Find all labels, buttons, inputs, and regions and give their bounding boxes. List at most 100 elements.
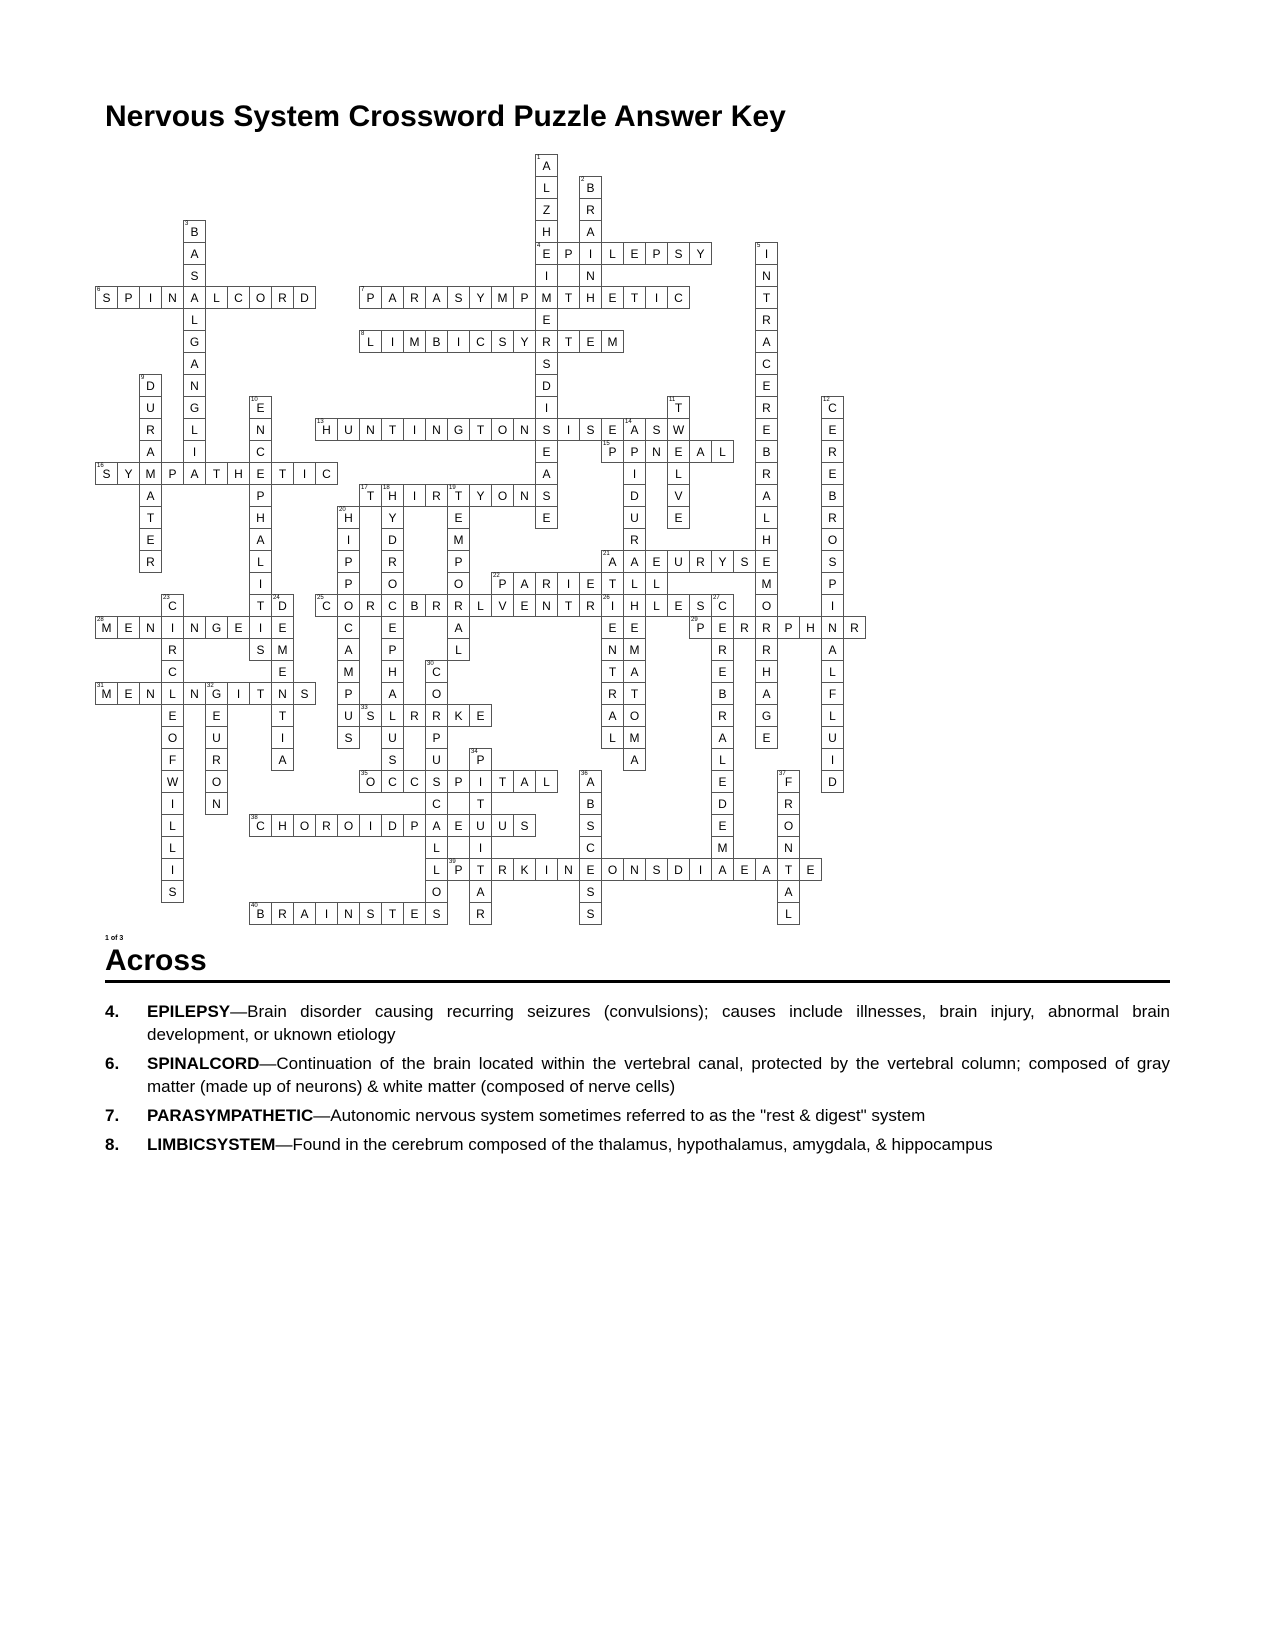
crossword-cell: U xyxy=(624,507,646,529)
cell-letter: A xyxy=(278,753,286,767)
cell-letter: C xyxy=(322,467,331,481)
crossword-cell: E xyxy=(140,529,162,551)
cell-number: 4 xyxy=(537,243,540,249)
crossword-cell: R xyxy=(734,617,756,639)
cell-letter: H xyxy=(806,621,815,635)
cell-letter: H xyxy=(256,511,265,525)
cell-letter: A xyxy=(344,643,352,657)
cell-letter: A xyxy=(696,445,704,459)
cell-letter: S xyxy=(432,907,440,921)
crossword-cell: 31M xyxy=(96,683,118,705)
crossword-cell: 9D xyxy=(140,375,162,397)
cell-letter: L xyxy=(191,313,198,327)
crossword-cell: P xyxy=(426,727,448,749)
crossword-cell: 39P xyxy=(448,859,470,881)
cell-letter: I xyxy=(479,841,482,855)
crossword-cell: E xyxy=(756,419,778,441)
crossword-cell: N xyxy=(272,683,294,705)
crossword-cell: L xyxy=(162,683,184,705)
cell-letter: N xyxy=(146,621,155,635)
cell-letter: S xyxy=(366,907,374,921)
crossword-cell: I xyxy=(448,331,470,353)
cell-number: 3 xyxy=(185,221,188,227)
cell-letter: A xyxy=(146,489,154,503)
crossword-cell: E xyxy=(822,419,844,441)
cell-letter: R xyxy=(762,643,771,657)
cell-letter: S xyxy=(190,269,198,283)
crossword-cell: O xyxy=(624,705,646,727)
crossword-cell: E xyxy=(470,705,492,727)
crossword-cell: Y xyxy=(382,507,404,529)
cell-letter: N xyxy=(190,687,199,701)
cell-letter: A xyxy=(190,247,198,261)
cell-letter: R xyxy=(630,533,639,547)
crossword-cell: I xyxy=(536,397,558,419)
crossword-cell: 28M xyxy=(96,617,118,639)
crossword-cell: 30C xyxy=(426,661,448,683)
cell-letter: T xyxy=(389,423,396,437)
cell-letter: E xyxy=(718,665,726,679)
cell-letter: Z xyxy=(543,203,550,217)
cell-letter: I xyxy=(567,423,570,437)
crossword-cell: P xyxy=(514,287,536,309)
cell-letter: H xyxy=(630,599,639,613)
crossword-cell: P xyxy=(338,551,360,573)
crossword-cell: H xyxy=(272,815,294,837)
cell-number: 33 xyxy=(361,705,368,711)
cell-letter: S xyxy=(344,731,352,745)
crossword-cell: E xyxy=(712,815,734,837)
cell-letter: D xyxy=(718,797,727,811)
cell-number: 12 xyxy=(823,397,830,403)
cell-letter: E xyxy=(718,621,726,635)
crossword-cell: E xyxy=(580,331,602,353)
crossword-cell: I xyxy=(646,287,668,309)
crossword-cell: A xyxy=(426,287,448,309)
crossword-cell: I xyxy=(382,331,404,353)
cell-letter: D xyxy=(388,819,397,833)
cell-letter: O xyxy=(388,577,397,591)
crossword-cell: C xyxy=(250,441,272,463)
cell-letter: V xyxy=(498,599,506,613)
cell-number: 23 xyxy=(163,595,170,601)
cell-letter: S xyxy=(520,819,528,833)
crossword-cell: U xyxy=(140,397,162,419)
clue-body: PARASYMPATHETIC—Autonomic nervous system… xyxy=(147,1105,1170,1128)
cell-letter: A xyxy=(542,467,550,481)
crossword-cell: C xyxy=(668,287,690,309)
cell-letter: D xyxy=(388,533,397,547)
crossword-cell: P xyxy=(338,573,360,595)
crossword-cell: M xyxy=(272,639,294,661)
crossword-cell: V xyxy=(668,485,690,507)
crossword-cell: P xyxy=(250,485,272,507)
cell-letter: R xyxy=(828,511,837,525)
crossword-cell: N xyxy=(822,617,844,639)
cell-letter: G xyxy=(190,401,199,415)
crossword-cell: V xyxy=(492,595,514,617)
cell-letter: E xyxy=(168,709,176,723)
crossword-cell: E xyxy=(624,243,646,265)
cell-letter: S xyxy=(696,599,704,613)
crossword-cell: O xyxy=(602,859,624,881)
crossword-cell: G xyxy=(756,705,778,727)
crossword-cell: D xyxy=(668,859,690,881)
crossword-cell: 35O xyxy=(360,771,382,793)
cell-letter: U xyxy=(146,401,155,415)
crossword-cell: B xyxy=(426,331,448,353)
crossword-cell: A xyxy=(140,441,162,463)
cell-letter: C xyxy=(388,775,397,789)
cell-letter: G xyxy=(762,709,771,723)
cell-letter: B xyxy=(410,599,418,613)
crossword-cell: N xyxy=(514,485,536,507)
crossword-cell: 25C xyxy=(316,595,338,617)
cell-letter: S xyxy=(586,423,594,437)
cell-letter: L xyxy=(543,181,550,195)
crossword-cell: E xyxy=(800,859,822,881)
cell-letter: M xyxy=(630,731,640,745)
cell-letter: E xyxy=(454,511,462,525)
crossword-cell: N xyxy=(184,617,206,639)
crossword-cell: T xyxy=(624,683,646,705)
cell-letter: C xyxy=(762,357,771,371)
crossword-cell: N xyxy=(624,859,646,881)
crossword-cell: N xyxy=(756,265,778,287)
crossword-cell: I xyxy=(140,287,162,309)
